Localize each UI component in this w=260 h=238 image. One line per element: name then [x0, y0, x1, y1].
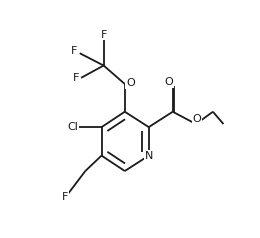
Text: N: N — [145, 151, 153, 161]
Text: O: O — [192, 114, 201, 124]
Text: Cl: Cl — [68, 122, 79, 132]
Text: F: F — [72, 73, 79, 83]
Text: F: F — [62, 192, 68, 202]
Text: F: F — [100, 30, 107, 40]
Text: O: O — [164, 77, 173, 87]
Text: O: O — [126, 78, 135, 88]
Text: F: F — [71, 46, 77, 56]
